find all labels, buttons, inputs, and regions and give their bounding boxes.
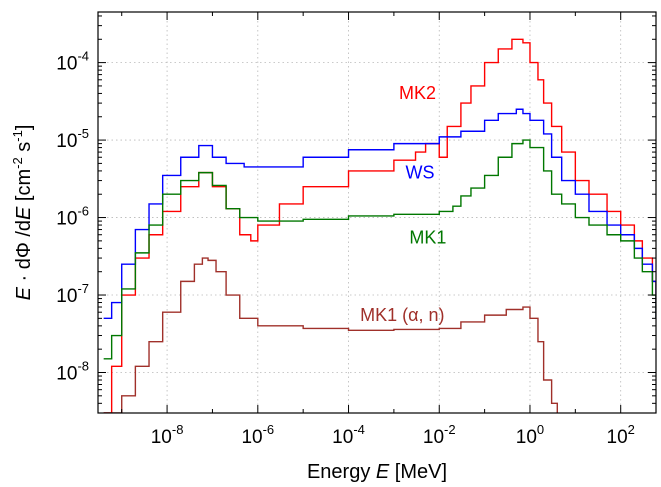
series-line-mk1-n — [103, 257, 558, 413]
y-tick-label: 10-8 — [56, 358, 89, 384]
x-axis-title: Energy E [MeV] — [307, 461, 447, 483]
x-tick-label: 10-6 — [241, 422, 274, 448]
y-axis-title: E · dΦ /dE [cm-2 s-1] — [10, 125, 35, 301]
series-line-ws — [103, 108, 656, 320]
plot-frame — [97, 11, 657, 414]
series-line-mk1 — [103, 139, 656, 360]
series-labels: MK2 WS MK1 MK1 (α, n) — [360, 83, 446, 325]
series-layer — [103, 38, 656, 413]
grid-lines — [98, 12, 656, 413]
series-label: MK1 — [409, 228, 446, 248]
axis-ticks: 10-8 10-6 10-4 10-2 100 102 10-8 10-7 10-6 10-5 10… — [56, 12, 656, 448]
y-tick-label: 10-6 — [56, 204, 89, 230]
x-tick-label: 10-2 — [423, 422, 456, 448]
x-tick-label: 102 — [607, 422, 635, 448]
y-tick-label: 10-7 — [56, 281, 89, 307]
x-tick-label: 10-8 — [151, 422, 184, 448]
series-label: MK1 (α, n) — [360, 305, 444, 325]
y-tick-label: 10-4 — [56, 49, 89, 75]
x-tick-label: 10-4 — [332, 422, 365, 448]
series-label: MK2 — [399, 83, 436, 103]
series-label: WS — [405, 162, 434, 182]
x-tick-label: 100 — [516, 422, 544, 448]
series-line-mk2 — [103, 38, 656, 413]
y-tick-label: 10-5 — [56, 126, 89, 152]
